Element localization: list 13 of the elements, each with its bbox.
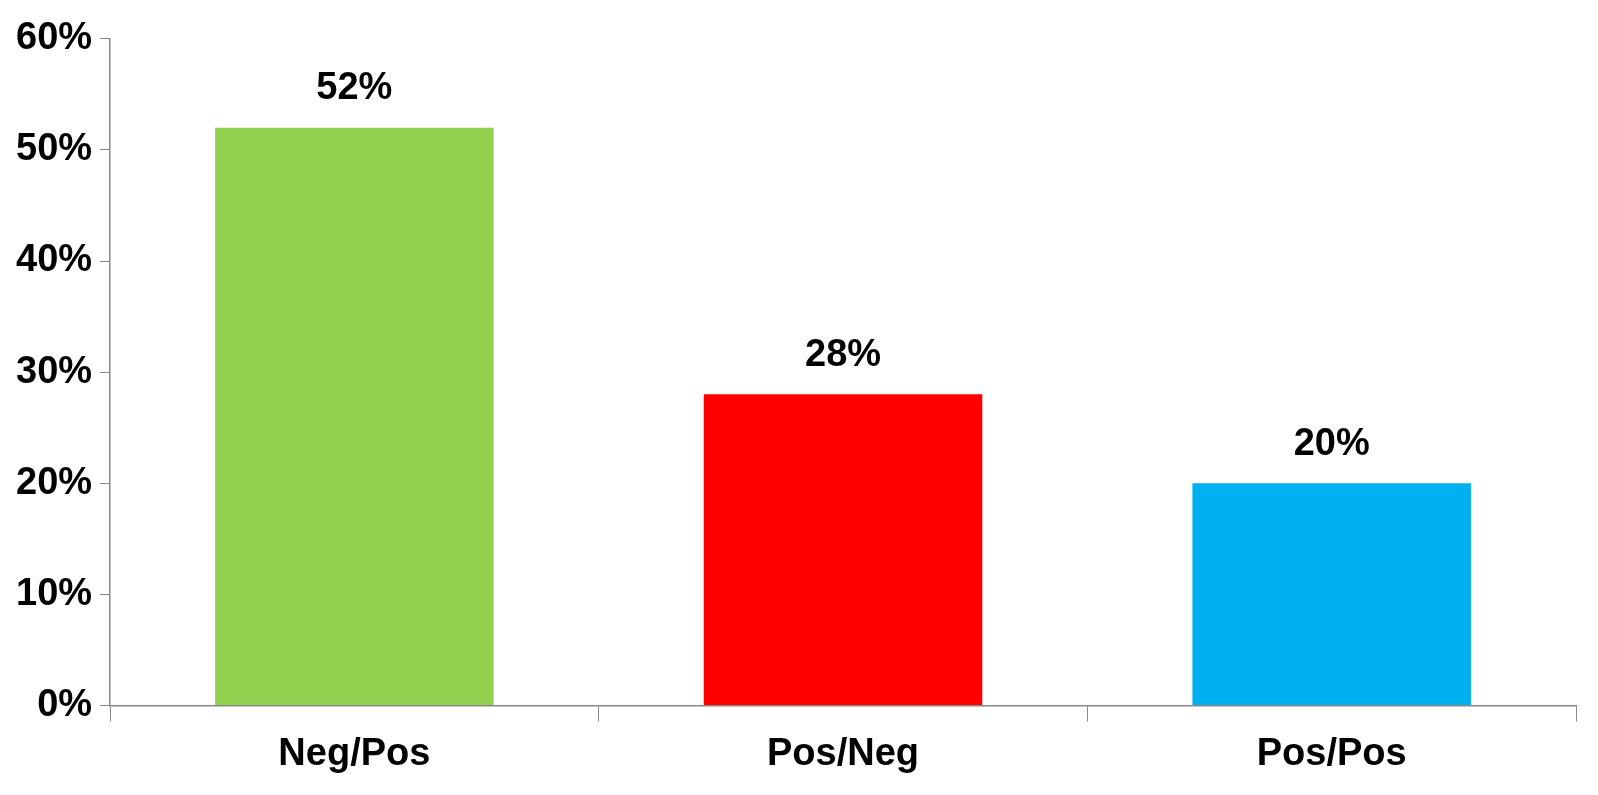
data-label: 28% xyxy=(805,331,882,374)
y-tick-label: 20% xyxy=(15,459,93,502)
y-tick-label: 40% xyxy=(15,237,93,280)
data-label: 52% xyxy=(316,65,393,108)
x-tick-label: Pos/Neg xyxy=(767,730,920,773)
y-tick-label: 60% xyxy=(15,15,93,58)
y-tick-label: 30% xyxy=(15,348,93,391)
y-tick-label: 10% xyxy=(15,570,93,613)
y-tick-label: 0% xyxy=(37,681,93,724)
x-tick-label: Neg/Pos xyxy=(278,730,431,773)
data-label: 20% xyxy=(1293,420,1370,463)
y-tick-label: 50% xyxy=(15,126,93,169)
x-tick-label: Pos/Pos xyxy=(1256,730,1407,773)
